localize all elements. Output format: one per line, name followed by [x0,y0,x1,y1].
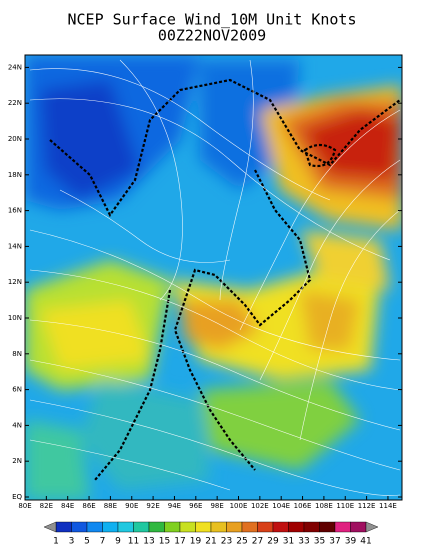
colorbar-label: 13 [143,537,154,547]
lon-label: 86E [82,502,95,510]
colorbar-label: 21 [205,537,216,547]
lon-label: 92E [146,502,159,510]
colorbar-label: 3 [69,537,75,547]
lat-label: 4N [12,421,22,429]
colorbar-box [195,521,212,533]
colorbar-box [272,521,289,533]
colorbar-box [179,521,196,533]
lon-label: 88E [104,502,117,510]
lon-label: 90E [125,502,138,510]
lat-label: 12N [8,278,22,286]
colorbar-box [288,521,305,533]
lon-label: 108E [315,502,333,510]
lat-label: 10N [8,314,22,322]
colorbar-label: 37 [329,537,340,547]
colorbar-high-arrow [365,521,379,533]
colorbar-label: 11 [128,537,139,547]
colorbar-low-arrow [43,521,57,533]
colorbar-box [148,521,165,533]
lon-label: 114E [379,502,397,510]
lat-label: 18N [8,171,22,179]
colorbar-label: 35 [314,537,325,547]
colorbar-box [86,521,103,533]
lon-label: 106E [294,502,312,510]
colorbar-label: 25 [236,537,247,547]
colorbar-box [350,521,367,533]
lat-label: 22N [8,99,22,107]
lat-label: 14N [8,242,22,250]
lat-label: 16N [8,207,22,215]
colorbar-label: 19 [190,537,202,547]
lon-label: 80E [18,502,31,510]
colorbar-label: 7 [100,537,106,547]
colorbar-box [257,521,274,533]
colorbar-label: 29 [267,537,279,547]
map-title: NCEP Surface Wind_10M Unit Knots [68,11,357,29]
lon-label: 96E [189,502,202,510]
lat-label: 8N [12,350,22,358]
map-date: 00Z22NOV2009 [158,27,266,45]
lon-label: 100E [230,502,248,510]
lat-label: 24N [8,63,22,71]
colorbar-label: 41 [360,537,371,547]
lon-label: 112E [358,502,376,510]
colorbar-label: 23 [221,537,232,547]
wind-speed-field [25,55,402,500]
colorbar-box [71,521,88,533]
lat-label: 2N [12,457,22,465]
map-frame [24,54,403,501]
colorbar-box [102,521,119,533]
colorbar-label: 39 [345,537,357,547]
lon-label: 98E [210,502,223,510]
colorbar-box [226,521,243,533]
colorbar-box [334,521,351,533]
lat-label: EQ [12,493,22,501]
colorbar-box [319,521,336,533]
lon-label: 94E [168,502,181,510]
colorbar-box [303,521,320,533]
colorbar-box [164,521,181,533]
colorbar-label: 5 [84,537,90,547]
colorbar-label: 15 [159,537,170,547]
lat-label: 20N [8,135,22,143]
colorbar-box [117,521,134,533]
colorbar-label: 27 [252,537,263,547]
colorbar-label: 33 [298,537,309,547]
colorbar-label: 9 [115,537,121,547]
colorbar-box [210,521,227,533]
lat-label: 6N [12,386,22,394]
colorbar-box [241,521,258,533]
colorbar-box [133,521,150,533]
lon-label: 104E [272,502,290,510]
colorbar-label: 17 [174,537,185,547]
colorbar-box [55,521,72,533]
lon-label: 110E [336,502,354,510]
colorbar-label: 1 [53,537,59,547]
lon-label: 84E [61,502,74,510]
lon-label: 82E [40,502,53,510]
lon-label: 102E [251,502,269,510]
colorbar-label: 31 [283,537,294,547]
